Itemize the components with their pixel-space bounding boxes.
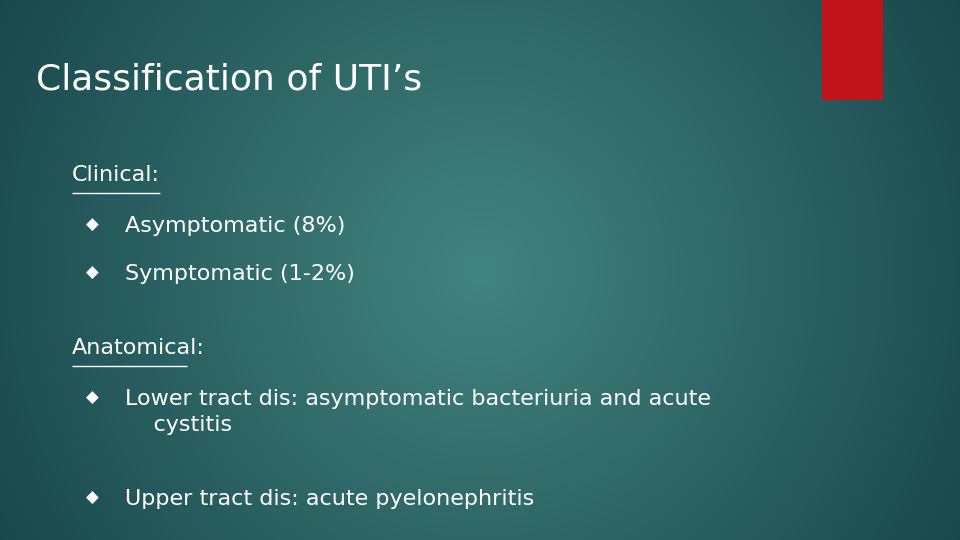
Text: ◆: ◆ (86, 489, 99, 507)
Text: Clinical:: Clinical: (72, 165, 160, 185)
Bar (822, 0, 883, 100)
Text: Upper tract dis: acute pyelonephritis: Upper tract dis: acute pyelonephritis (125, 489, 534, 509)
Text: Classification of UTI’s: Classification of UTI’s (36, 62, 422, 96)
Text: ◆: ◆ (86, 216, 99, 234)
Text: Lower tract dis: asymptomatic bacteriuria and acute
    cystitis: Lower tract dis: asymptomatic bacteriuri… (125, 389, 710, 435)
Text: ◆: ◆ (86, 264, 99, 281)
Text: ◆: ◆ (86, 389, 99, 407)
Text: Symptomatic (1-2%): Symptomatic (1-2%) (125, 264, 354, 284)
Text: Asymptomatic (8%): Asymptomatic (8%) (125, 216, 346, 236)
Text: Anatomical:: Anatomical: (72, 338, 204, 357)
